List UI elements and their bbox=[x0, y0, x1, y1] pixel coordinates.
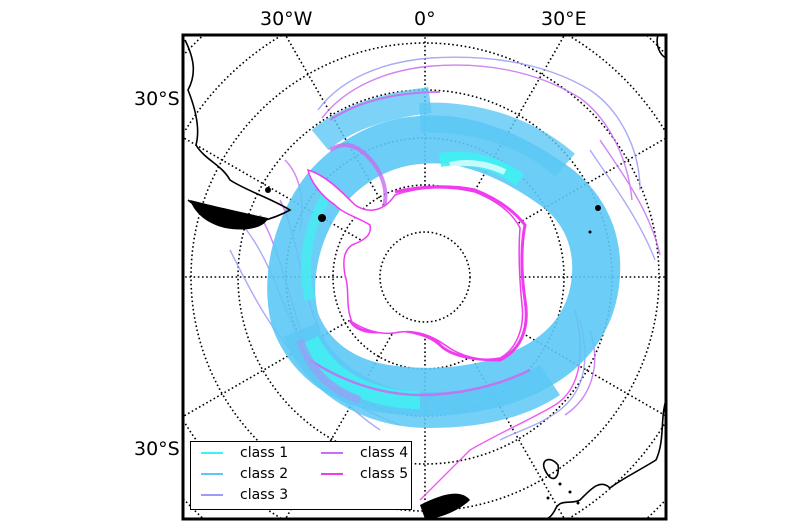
legend-item-class4: class 4 bbox=[321, 445, 408, 461]
trajectories-dense bbox=[267, 87, 621, 429]
lat-label-30s-top: 30°S bbox=[134, 88, 180, 110]
legend-label: class 1 bbox=[240, 445, 289, 461]
legend-label: class 2 bbox=[240, 466, 289, 482]
lon-label-30e: 30°E bbox=[541, 8, 587, 30]
lon-label-30w: 30°W bbox=[260, 8, 313, 30]
class1-line-icon bbox=[201, 452, 223, 454]
legend-label: class 4 bbox=[360, 445, 409, 461]
legend-item-class5: class 5 bbox=[321, 466, 408, 482]
legend: class 1 class 2 class 3 class 4 class 5 bbox=[190, 441, 412, 510]
class2-line-icon bbox=[201, 473, 223, 475]
antarctica bbox=[307, 168, 524, 360]
legend-item-class2: class 2 bbox=[201, 466, 288, 482]
map-frame bbox=[181, 33, 668, 521]
legend-item-class3: class 3 bbox=[201, 487, 288, 503]
islands bbox=[190, 187, 601, 519]
class3-line-icon bbox=[201, 494, 223, 496]
legend-label: class 3 bbox=[240, 487, 289, 503]
lat-label-30s-bottom: 30°S bbox=[134, 438, 180, 460]
lon-label-0: 0° bbox=[414, 8, 436, 30]
class5-line-icon bbox=[321, 473, 343, 475]
legend-label: class 5 bbox=[360, 466, 409, 482]
class4-line-icon bbox=[321, 452, 343, 454]
legend-item-class1: class 1 bbox=[201, 445, 288, 461]
